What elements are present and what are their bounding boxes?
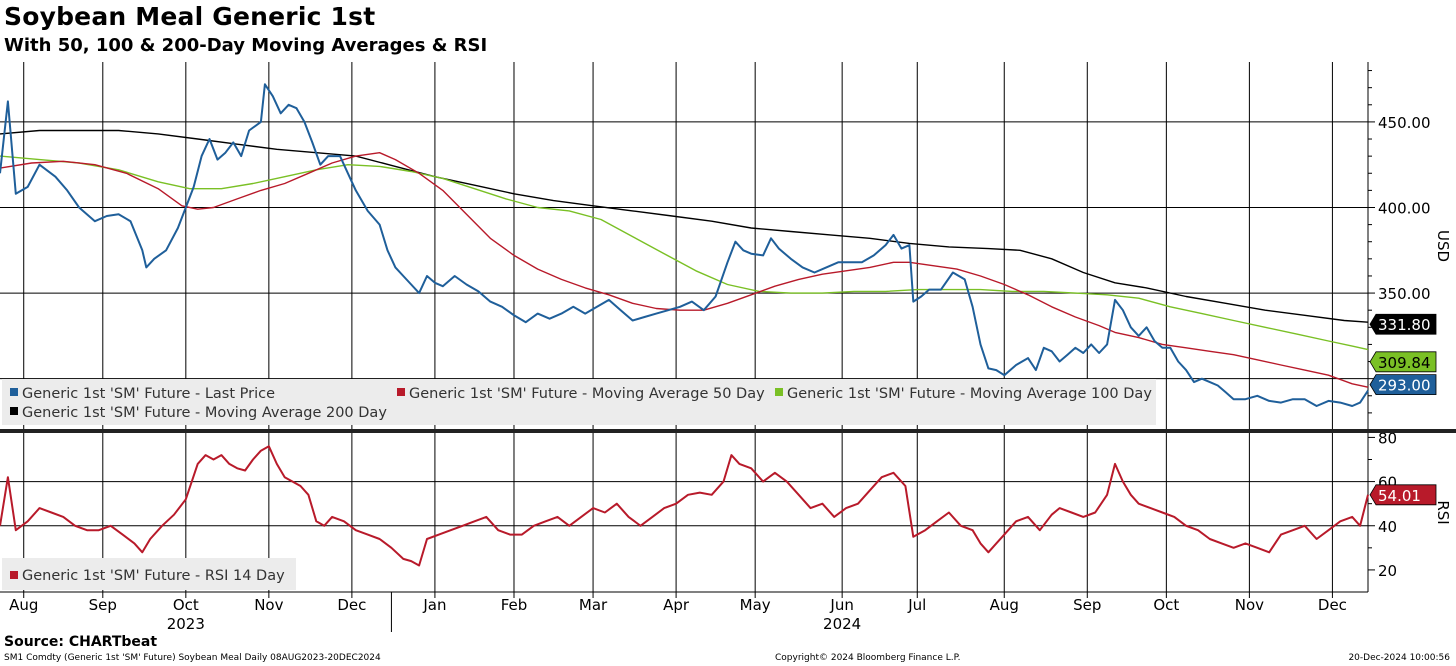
price-legend: Generic 1st 'SM' Future - Last Price Gene…	[2, 379, 1156, 425]
price-tick-label: 400.00	[1378, 199, 1431, 217]
legend-swatch	[397, 388, 405, 396]
footer-copyright: Copyright© 2024 Bloomberg Finance L.P.	[775, 653, 961, 663]
x-month-label: Apr	[663, 596, 690, 614]
x-month-label: Feb	[501, 596, 528, 614]
x-year-label: 2023	[167, 615, 205, 633]
value-label-text: 293.00	[1378, 377, 1431, 395]
price-axis-label: USD	[1434, 230, 1452, 262]
legend-swatch	[10, 571, 18, 579]
x-month-label: Jun	[829, 596, 853, 614]
chart-title: Soybean Meal Generic 1st	[4, 2, 376, 31]
value-label-text: 309.84	[1378, 354, 1431, 372]
x-month-label: May	[740, 596, 771, 614]
price-value-flag-2: 293.00	[1369, 374, 1437, 396]
footer-timestamp: 20-Dec-2024 10:00:56	[1348, 653, 1450, 663]
source-label: Source: CHARTbeat	[4, 634, 158, 650]
series-line-last-price	[0, 83, 1369, 407]
rsi-tick-label: 80	[1378, 429, 1397, 447]
x-month-label: Jan	[422, 596, 446, 614]
value-label-text: 331.80	[1378, 316, 1431, 334]
x-month-label: Aug	[9, 596, 38, 614]
price-tick-label: 450.00	[1378, 114, 1431, 132]
legend-entry: Generic 1st 'SM' Future - Moving Average…	[409, 386, 765, 402]
rsi-tick-label: 20	[1378, 562, 1397, 580]
price-tick-label: 350.00	[1378, 285, 1431, 303]
x-month-label: Sep	[1073, 596, 1101, 614]
price-legend-bg	[2, 379, 1156, 425]
rsi-legend-bg	[2, 558, 296, 590]
value-label-text: 54.01	[1378, 487, 1421, 505]
rsi-legend: Generic 1st 'SM' Future - RSI 14 Day	[2, 558, 296, 590]
x-month-label: Jul	[907, 596, 926, 614]
x-month-label: Aug	[990, 596, 1019, 614]
series-line-moving-average-50-day	[0, 152, 1369, 388]
rsi-tick-label: 40	[1378, 518, 1397, 536]
legend-entry: Generic 1st 'SM' Future - Last Price	[22, 386, 275, 402]
rsi-value-flag-0: 54.01	[1369, 484, 1437, 506]
price-value-flag-0: 331.80	[1369, 313, 1437, 335]
legend-swatch	[10, 388, 18, 396]
chart-subtitle: With 50, 100 & 200-Day Moving Averages &…	[4, 35, 488, 56]
x-month-label: Oct	[1153, 596, 1179, 614]
x-month-label: Dec	[337, 596, 366, 614]
series-line-rsi-14-day	[0, 445, 1369, 567]
rsi-axis-label: RSI	[1434, 500, 1452, 524]
x-month-label: Nov	[254, 596, 283, 614]
panel-separator	[0, 429, 1456, 433]
legend-swatch	[775, 388, 783, 396]
x-month-label: Mar	[579, 596, 608, 614]
legend-entry: Generic 1st 'SM' Future - Moving Average…	[787, 386, 1152, 402]
x-year-label: 2024	[823, 615, 861, 633]
price-value-flag-1: 309.84	[1369, 351, 1437, 373]
legend-entry: Generic 1st 'SM' Future - Moving Average…	[22, 405, 387, 421]
legend-entry: Generic 1st 'SM' Future - RSI 14 Day	[22, 568, 285, 584]
x-month-label: Sep	[89, 596, 117, 614]
x-month-label: Nov	[1235, 596, 1264, 614]
series-line-moving-average-100-day	[0, 155, 1369, 351]
x-month-label: Dec	[1318, 596, 1347, 614]
footer-ticker-info: SM1 Comdty (Generic 1st 'SM' Future) Soy…	[4, 653, 381, 663]
series-line-moving-average-200-day	[0, 129, 1369, 323]
legend-swatch	[10, 407, 18, 415]
x-month-label: Oct	[173, 596, 199, 614]
